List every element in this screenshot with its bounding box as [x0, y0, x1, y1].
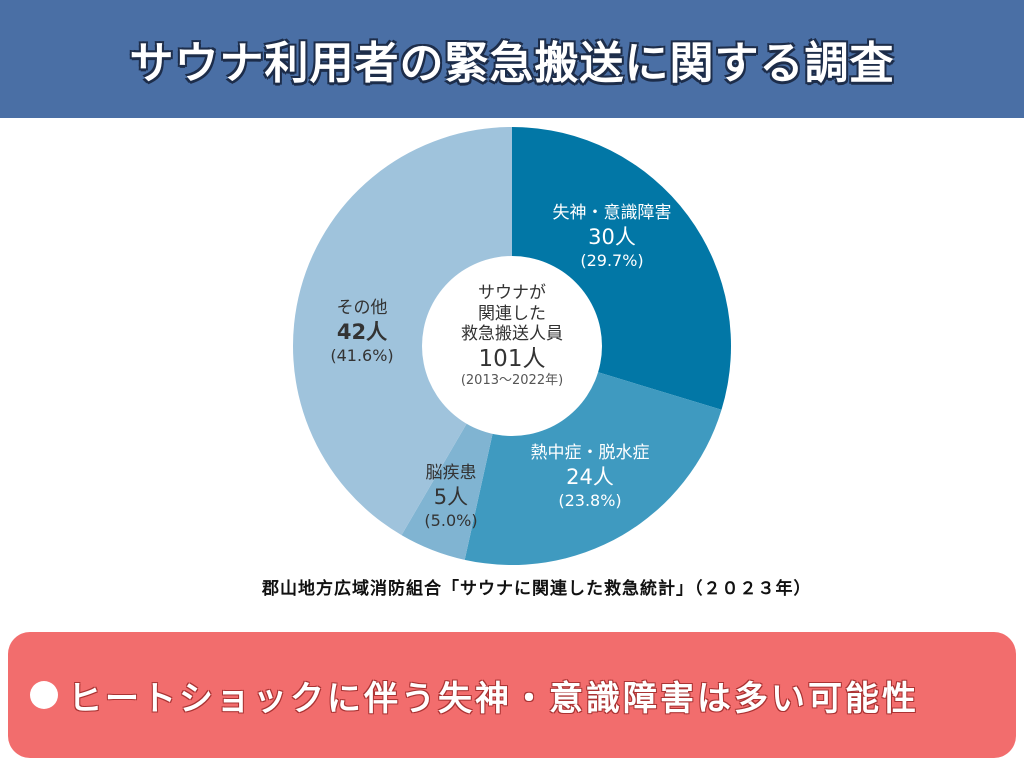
conclusion-banner: ヒートショックに伴う失神・意識障害は多い可能性 — [8, 632, 1016, 758]
slice-percent: (5.0%) — [424, 510, 478, 530]
slice-label-brain: 脳疾患 5人 (5.0%) — [424, 463, 477, 531]
slice-count: 5人 — [433, 485, 469, 510]
slice-count: 24人 — [566, 465, 614, 490]
slice-label-syncope: 失神・意識障害 30人 (29.7%) — [553, 203, 672, 271]
center-text: 救急搬送人員 — [461, 324, 563, 345]
header: サウナ利用者の緊急搬送に関する調査 — [0, 0, 1024, 118]
slice-label-other: その他 42人 (41.6%) — [330, 298, 393, 366]
slice-name: 失神・意識障害 — [552, 203, 672, 223]
center-text: サウナが — [478, 283, 546, 303]
slice-count: 42人 — [336, 320, 388, 345]
pie-slice-3 — [293, 127, 512, 536]
source-citation: 郡山地方広域消防組合「サウナに関連した救急統計」（２０２３年） — [262, 579, 812, 599]
bullet-icon — [30, 681, 58, 709]
slice-name: その他 — [336, 298, 388, 318]
slice-count: 30人 — [588, 225, 636, 250]
pie-center-label: サウナが 関連した 救急搬送人員 101人 (2013〜2022年) — [461, 283, 563, 389]
center-text: 関連した — [478, 303, 546, 324]
page-title: サウナ利用者の緊急搬送に関する調査 — [129, 38, 895, 89]
slice-percent: (29.7%) — [580, 250, 644, 270]
center-period: (2013〜2022年) — [460, 373, 564, 389]
slice-label-heatstroke: 熱中症・脱水症 24人 (23.8%) — [531, 443, 650, 511]
banner-text: ヒートショックに伴う失神・意識障害は多い可能性 — [68, 678, 919, 719]
pie-center-hole — [422, 256, 602, 436]
center-total: 101人 — [478, 346, 546, 373]
slice-percent: (23.8%) — [558, 490, 622, 510]
slice-percent: (41.6%) — [330, 345, 394, 365]
slice-name: 脳疾患 — [425, 463, 477, 483]
slice-name: 熱中症・脱水症 — [530, 443, 650, 463]
